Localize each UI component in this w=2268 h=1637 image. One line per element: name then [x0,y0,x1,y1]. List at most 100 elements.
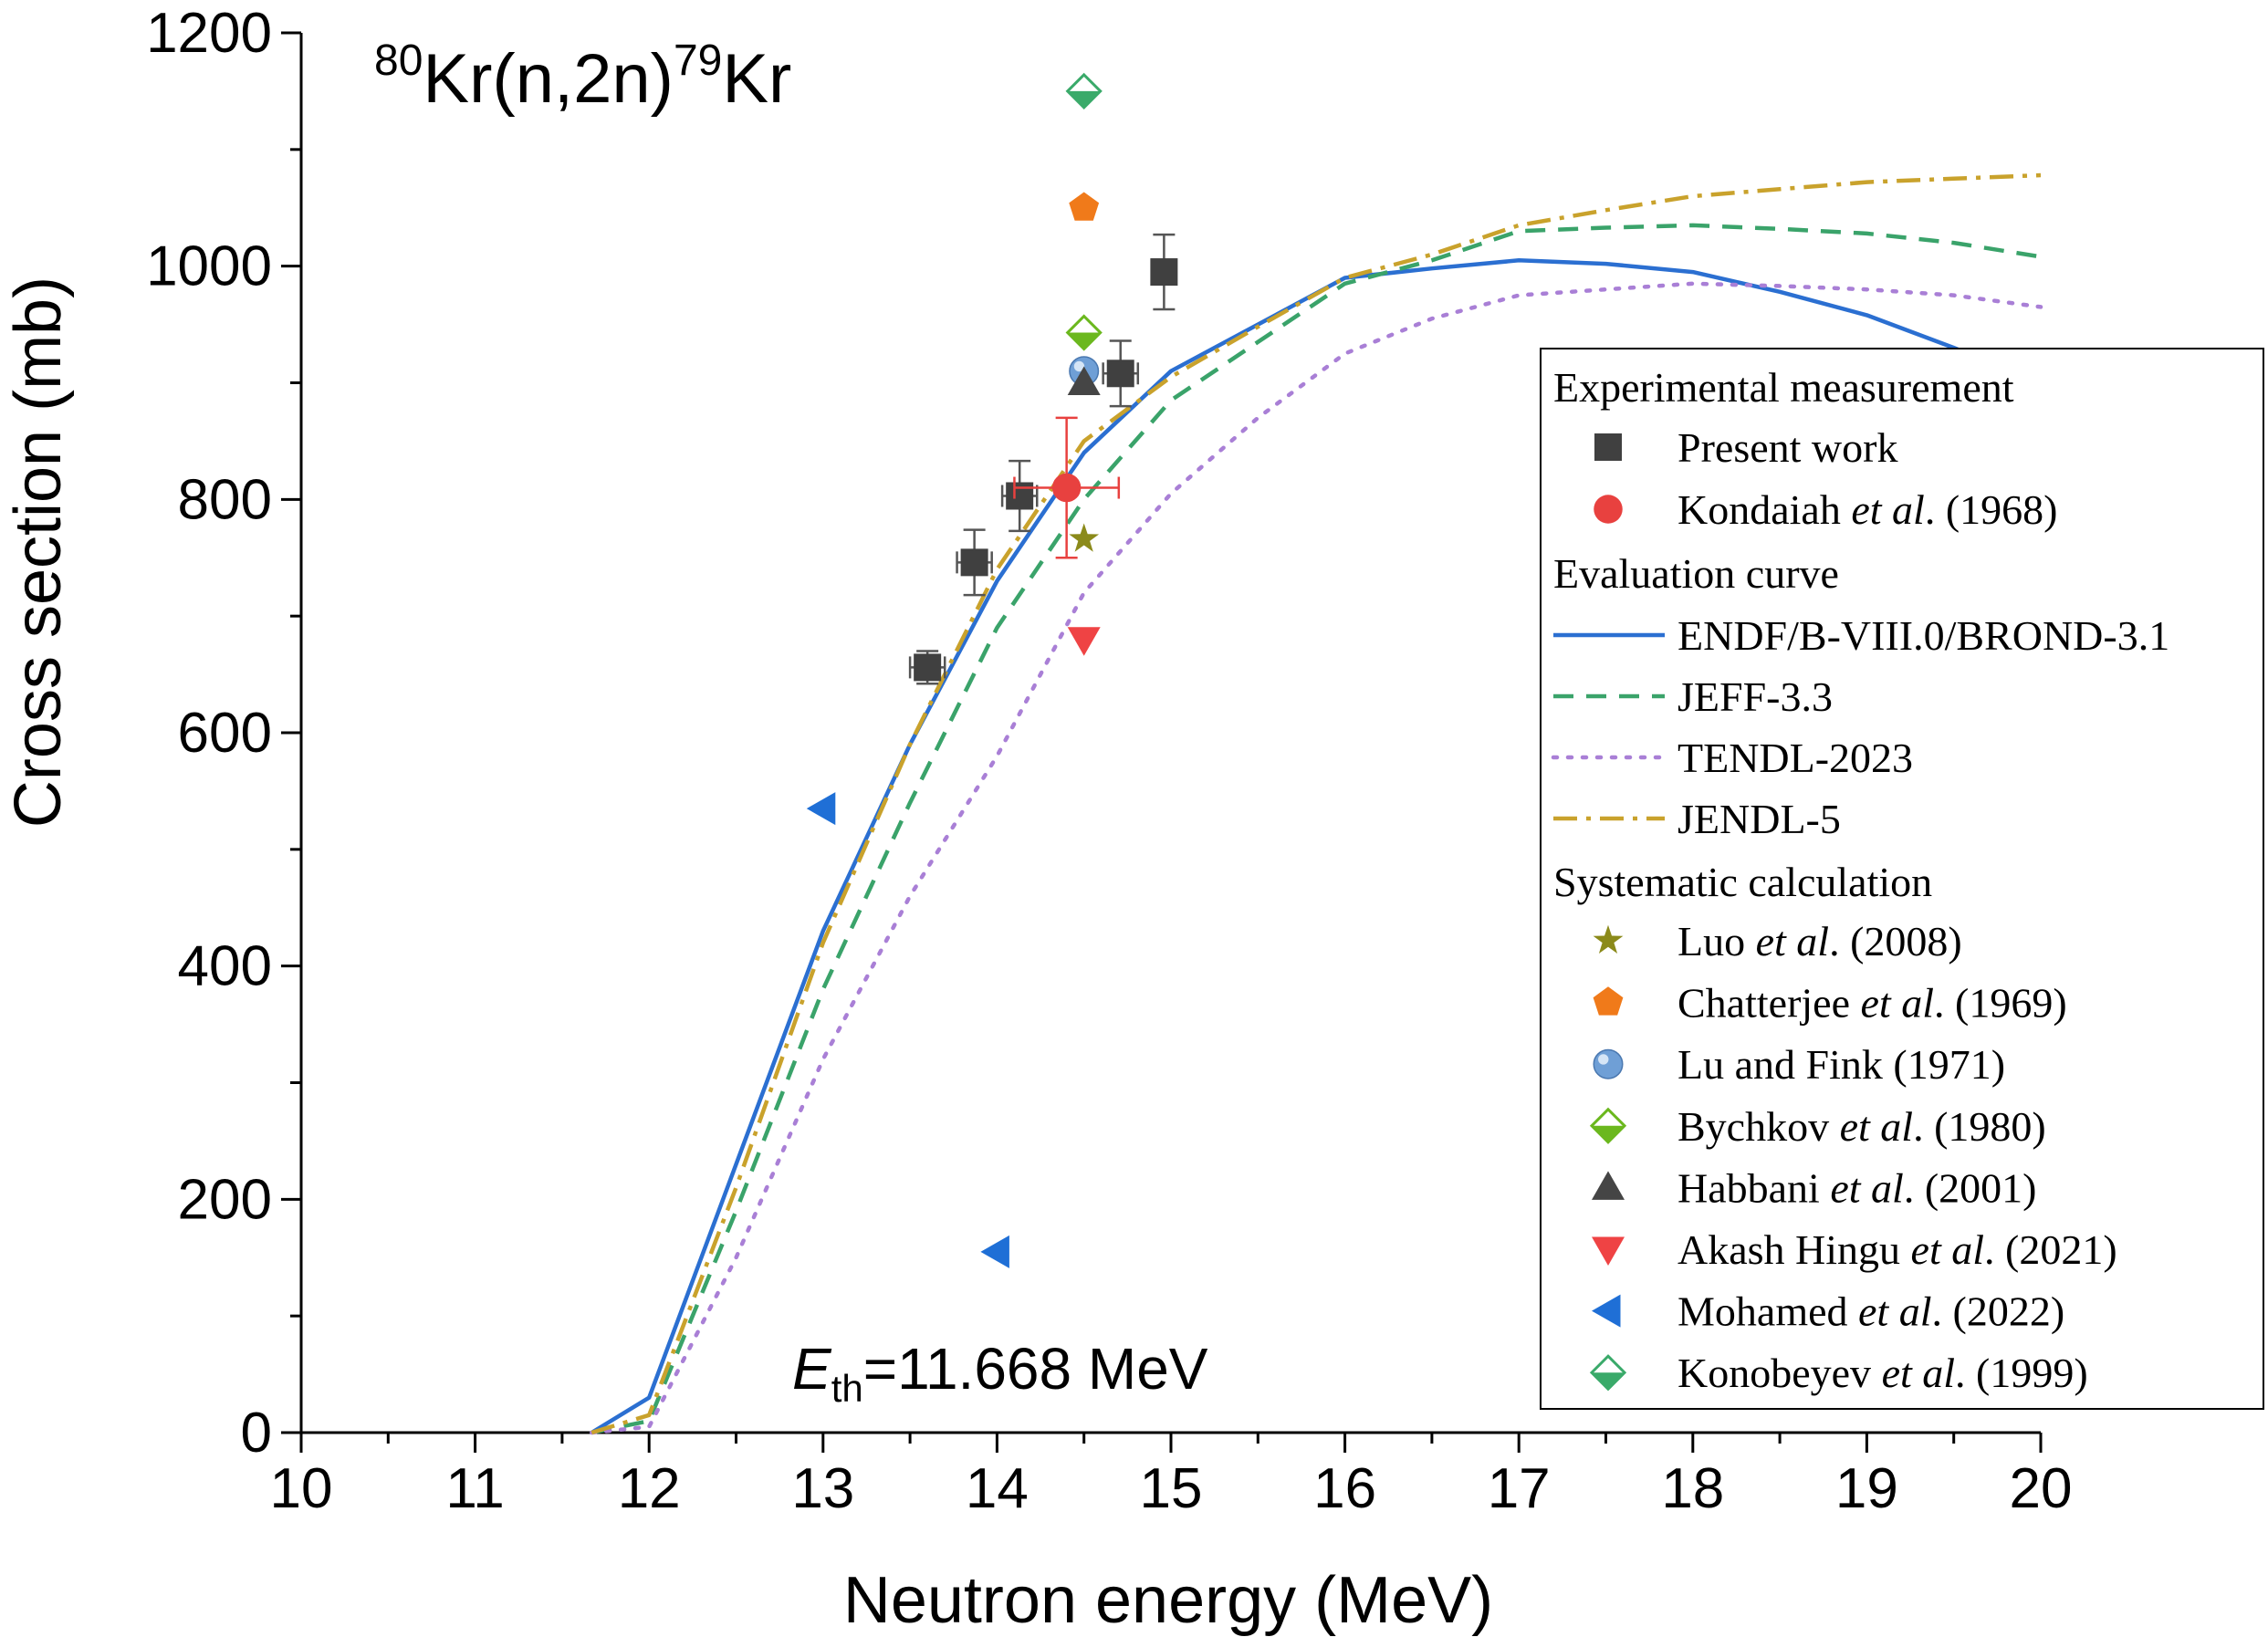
x-axis-label: Neutron energy (MeV) [843,1564,1493,1637]
point-present-shape [1006,482,1034,510]
legend-symbol-shape [1592,1294,1621,1328]
point-kondaiah [1051,473,1082,503]
legend-symbol-outline [1589,1107,1627,1144]
legend-symbol-outline [1589,1354,1627,1392]
x-tick-label: 18 [1661,1457,1724,1520]
legend-label: JEFF-3.3 [1677,673,1833,720]
marker-akash [1067,627,1101,656]
legend-symbol [1594,495,1623,524]
curve-jeff-3-3 [591,223,2042,1435]
legend-symbol [1592,1294,1621,1328]
legend-symbol [1594,433,1622,461]
marker-bychkov-fill [1067,332,1101,349]
marker-bychkov-outline [1065,314,1103,351]
threshold-value: =11.668 MeV [863,1336,1208,1402]
x-tick-label: 15 [1140,1457,1203,1520]
legend-label-part: . (1980) [1913,1103,2046,1150]
point-present-shape [1150,258,1178,287]
legend-symbol-highlight [1598,1054,1609,1065]
marker-luo [1069,523,1100,552]
legend-label-part: Luo [1677,918,1756,964]
legend-label: Habbani et al. (2001) [1677,1164,2036,1211]
legend-section-experimental: Experimental measurement [1553,364,2014,411]
marker-konobeyev-outline [1065,72,1103,110]
y-tick-label: 1200 [146,2,272,65]
point-present-shape [914,653,942,682]
legend-symbol-shape [1594,433,1622,461]
legend-symbol-shape [1593,1048,1624,1079]
marker-bychkov [1065,314,1103,351]
legend-label: ENDF/B-VIII.0/BROND-3.1 [1677,612,2169,659]
marker-mohamed-shape [980,1235,1009,1268]
point-present [1150,258,1178,287]
threshold-symbol: E [792,1336,832,1402]
legend-symbol-shape [1592,1171,1625,1200]
legend-label-part: . (1999) [1955,1350,2088,1396]
legend-label-part: Akash Hingu [1677,1226,1911,1273]
legend-label-part: . (1968) [1925,486,2058,533]
legend-symbol [1592,1171,1625,1200]
legend-symbol-shape [1594,495,1623,524]
legend-label-italic: et al [1911,1226,1984,1273]
legend-label-italic: et al [1840,1103,1913,1150]
x-tick-label: 11 [445,1457,504,1520]
legend-symbol [1593,924,1624,954]
x-tick-label: 19 [1835,1457,1898,1520]
legend-label-part: Habbani [1677,1164,1830,1211]
legend: Experimental measurement Evaluation curv… [1540,348,2264,1410]
title-channel: (n,2n) [492,40,674,118]
marker-mohamed [806,792,836,826]
legend-label-part: . (1969) [1934,980,2067,1027]
marker-habbani-shape [1067,366,1101,395]
y-tick-label: 600 [178,702,272,765]
marker-luo-shape [1069,523,1100,552]
legend-symbol-fill [1592,1372,1625,1390]
legend-label-italic: et al [1851,486,1924,533]
legend-section-evaluation: Evaluation curve [1553,550,1839,597]
title-target: Kr [423,40,492,118]
legend-label: Mohamed et al. (2022) [1677,1288,2064,1335]
legend-label-part: Mohamed [1677,1288,1858,1335]
legend-label-italic: et al [1882,1350,1955,1396]
marker-mohamed-shape [806,792,836,826]
legend-label-part: Kondaiah [1677,486,1851,533]
y-tick-label: 1000 [146,235,272,298]
marker-akash-shape [1067,627,1101,656]
legend-label-part: Bychkov [1677,1103,1840,1150]
legend-label-italic: et al [1756,918,1829,964]
marker-chatterjee-shape [1069,192,1100,221]
legend-label: Lu and Fink (1971) [1677,1041,2005,1088]
x-tick-label: 14 [966,1457,1029,1520]
point-present [1106,360,1134,388]
marker-konobeyev-fill [1067,90,1101,108]
legend-section-systematic: Systematic calculation [1553,859,1932,905]
legend-symbol [1589,1107,1627,1144]
threshold-annotation: Eth=11.668 MeV [792,1336,1208,1410]
legend-symbol-shape [1593,924,1624,954]
curve-endf-b-viii-0-brond-3-1 [591,258,2042,1434]
legend-symbol [1589,1354,1627,1392]
threshold-subscript: th [831,1367,863,1410]
y-tick-label: 800 [178,468,272,531]
title-target-mass: 80 [374,36,423,85]
marker-mohamed [980,1235,1009,1268]
legend-label: TENDL-2023 [1677,735,1913,781]
legend-label-part: . (2001) [1904,1164,2037,1211]
point-present [960,548,988,577]
legend-label: JENDL-5 [1677,796,1841,842]
legend-label-part: Chatterjee [1677,980,1861,1027]
legend-label: Chatterjee et al. (1969) [1677,980,2067,1027]
legend-label: Konobeyev et al. (1999) [1677,1350,2088,1396]
y-tick-label: 400 [178,935,272,998]
legend-symbol [1593,986,1624,1016]
point-present-shape [1106,360,1134,388]
x-tick-label: 16 [1313,1457,1376,1520]
legend-label: Luo et al. (2008) [1677,918,1962,964]
point-kondaiah-shape [1051,473,1082,503]
x-tick-label: 20 [2010,1457,2073,1520]
point-present-shape [960,548,988,577]
marker-konobeyev [1065,72,1103,110]
legend-symbol [1593,1048,1624,1079]
